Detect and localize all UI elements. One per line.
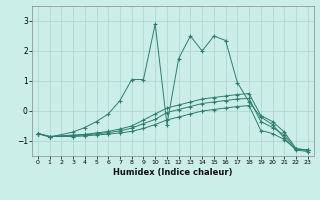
X-axis label: Humidex (Indice chaleur): Humidex (Indice chaleur): [113, 168, 233, 177]
